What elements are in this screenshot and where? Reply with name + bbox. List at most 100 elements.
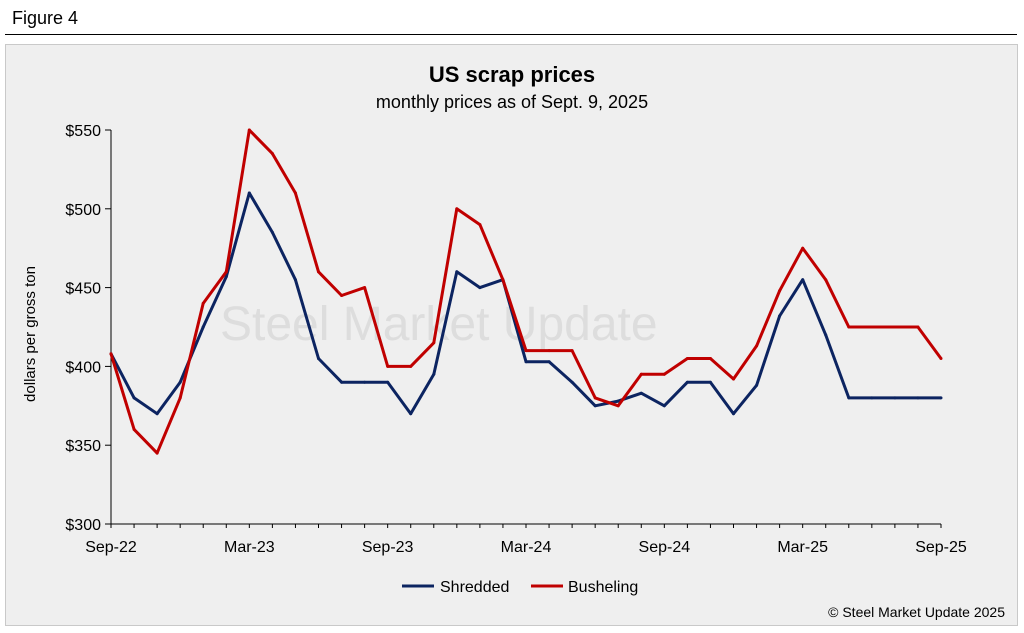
y-tick-label: $450 [65,281,101,298]
data-point-busheling [247,128,251,132]
data-point-busheling [109,352,113,356]
data-point-shredded [409,412,413,416]
data-point-shredded [939,396,943,400]
data-point-shredded [201,325,205,329]
series-layer [109,128,943,455]
data-point-busheling [778,289,782,293]
figure-header: Figure 4 [0,0,1024,35]
data-point-shredded [708,380,712,384]
data-point-shredded [478,286,482,290]
chart-subtitle: monthly prices as of Sept. 9, 2025 [376,92,648,112]
data-point-shredded [293,278,297,282]
x-tick-label: Sep-22 [85,539,137,556]
data-point-shredded [524,360,528,364]
data-point-shredded [386,380,390,384]
figure-rule [5,34,1017,35]
data-point-shredded [247,191,251,195]
data-point-shredded [685,380,689,384]
data-point-shredded [616,399,620,403]
data-point-busheling [639,372,643,376]
y-axis-label: dollars per gross ton [22,266,39,402]
data-point-busheling [870,325,874,329]
data-point-busheling [755,344,759,348]
data-point-busheling [270,152,274,156]
data-point-shredded [178,380,182,384]
data-point-shredded [778,314,782,318]
data-point-busheling [547,349,551,353]
data-point-busheling [201,301,205,305]
data-point-busheling [386,364,390,368]
data-point-busheling [593,396,597,400]
series-line-busheling [109,128,943,455]
data-point-busheling [132,427,136,431]
data-point-busheling [893,325,897,329]
data-point-shredded [732,412,735,416]
legend-label-busheling: Busheling [568,579,638,596]
figure-label: Figure 4 [12,8,79,28]
x-tick-label: Sep-25 [915,539,967,556]
data-point-shredded [870,396,874,400]
data-point-shredded [639,391,643,395]
data-point-busheling [455,207,459,211]
data-point-shredded [317,357,320,360]
data-point-busheling [662,372,666,376]
data-point-shredded [340,380,344,384]
copyright-text: © Steel Market Update 2025 [828,604,1005,620]
data-point-shredded [824,333,828,337]
x-tick-label: Mar-24 [501,539,552,556]
data-point-busheling [708,357,712,360]
data-point-shredded [662,404,666,408]
data-point-busheling [916,325,920,329]
data-point-busheling [178,396,182,400]
data-point-busheling [939,357,943,360]
data-point-shredded [155,412,159,416]
data-point-shredded [432,372,436,376]
data-point-busheling [501,278,505,282]
data-point-busheling [224,270,228,274]
x-tick-label: Sep-24 [639,539,691,556]
data-point-shredded [593,404,597,408]
data-point-busheling [616,404,620,408]
chart-panel [5,44,1018,626]
data-point-shredded [847,396,851,400]
data-point-busheling [524,349,528,353]
x-tick-label: Sep-23 [362,539,414,556]
chart-title: US scrap prices [429,62,595,87]
y-tick-label: $400 [65,359,101,376]
data-point-busheling [293,191,297,195]
y-tick-label: $350 [65,438,101,455]
data-point-shredded [547,360,551,364]
data-point-shredded [224,275,228,279]
y-tick-label: $550 [65,123,101,140]
data-point-busheling [317,270,320,274]
data-point-shredded [801,278,805,282]
data-point-shredded [916,396,920,400]
data-point-busheling [478,223,482,227]
data-point-shredded [270,230,274,234]
x-tick-label: Mar-25 [777,539,828,556]
data-point-busheling [824,278,828,282]
y-tick-label: $500 [65,202,101,219]
data-point-busheling [847,325,851,329]
data-point-shredded [363,380,367,384]
data-point-busheling [685,357,689,360]
data-point-busheling [409,364,413,368]
data-point-busheling [155,451,159,455]
legend: Shredded Busheling [402,579,638,596]
axes: $300 $350 $400 $450 $500 $550 Sep-22 Mar-23 Sep-… [65,123,966,556]
data-point-busheling [432,341,436,345]
x-tick-label: Mar-23 [224,539,275,556]
data-point-shredded [893,396,897,400]
data-point-busheling [570,349,574,353]
y-tick-label: $300 [65,517,101,534]
data-point-busheling [363,286,367,290]
data-point-shredded [570,380,574,384]
data-point-busheling [801,246,805,250]
data-point-shredded [132,396,136,400]
legend-label-shredded: Shredded [440,579,509,596]
data-point-busheling [340,294,344,297]
data-point-busheling [732,377,735,381]
data-point-shredded [755,383,759,387]
data-point-shredded [455,270,459,274]
